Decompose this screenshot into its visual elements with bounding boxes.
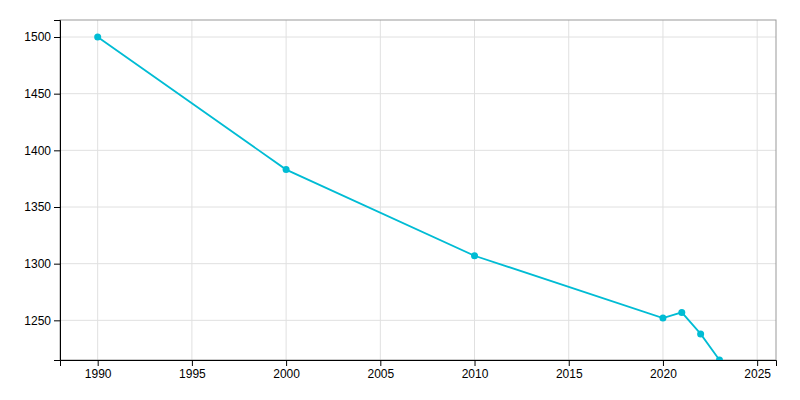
grid-line-x	[286, 20, 287, 360]
point	[716, 357, 723, 361]
grid-line-x	[568, 20, 569, 360]
tick: 1250	[24, 314, 60, 328]
y-axis: 1250 1300 1350 1400 1450 1500	[24, 21, 60, 361]
plot: 1990 1995 2000 2005 2010 2015 2020 2025 1250 1300…	[24, 20, 776, 381]
grid-line-y	[60, 150, 776, 151]
grid-line-x	[191, 20, 192, 360]
grid-line-x	[474, 20, 475, 360]
tick: 1450	[24, 87, 60, 101]
tick: 2015	[556, 360, 583, 381]
tick-mark	[54, 150, 60, 151]
point	[94, 34, 101, 41]
tick: 1500	[24, 30, 60, 44]
tick-mark	[380, 360, 381, 366]
chart-container: 1990 1995 2000 2005 2010 2015 2020 2025 1250 1300…	[0, 0, 800, 400]
tick: 2010	[462, 360, 489, 381]
grid-line-x	[380, 20, 381, 360]
tick-label: 1450	[24, 87, 51, 101]
tick-label: 1350	[24, 200, 51, 214]
grid	[60, 20, 776, 360]
grid-line-x	[97, 20, 98, 360]
point	[659, 315, 666, 322]
line	[98, 37, 720, 360]
point	[678, 309, 685, 316]
tick-mark	[54, 94, 60, 95]
tick-label: 2020	[650, 367, 677, 381]
tick: 1350	[24, 200, 60, 214]
tick-mark	[663, 360, 664, 366]
tick-label: 1990	[85, 367, 112, 381]
tick-mark	[192, 360, 193, 366]
grid-line-y	[60, 320, 776, 321]
tick-mark	[286, 360, 287, 366]
tick: 1300	[24, 257, 60, 271]
grid-line-y	[60, 207, 776, 208]
tick: 2025	[744, 360, 771, 381]
tick: 2020	[650, 360, 677, 381]
tick-label: 2025	[744, 367, 771, 381]
x-axis: 1990 1995 2000 2005 2010 2015 2020 2025	[61, 360, 777, 381]
tick: 1995	[179, 360, 206, 381]
grid-line-x	[757, 20, 758, 360]
tick-mark	[54, 264, 60, 265]
grid-line-y	[60, 37, 776, 38]
axis-line	[54, 21, 61, 361]
tick: 2000	[273, 360, 300, 381]
tick-label: 2015	[556, 367, 583, 381]
tick-label: 1400	[24, 144, 51, 158]
grid-line-y	[60, 93, 776, 94]
tick-label: 1995	[179, 367, 206, 381]
tick-mark	[54, 207, 60, 208]
tick-mark	[54, 37, 60, 38]
tick: 1990	[85, 360, 112, 381]
series	[94, 34, 723, 361]
tick-label: 2000	[273, 367, 300, 381]
tick-label: 1300	[24, 257, 51, 271]
grid-line-x	[662, 20, 663, 360]
tick-mark	[475, 360, 476, 366]
chart-svg: 1990 1995 2000 2005 2010 2015 2020 2025 1250 1300…	[0, 0, 800, 400]
tick-label: 1250	[24, 314, 51, 328]
point	[471, 252, 478, 259]
grid-line-y	[60, 263, 776, 264]
tick-label: 1500	[24, 30, 51, 44]
tick-label: 2005	[367, 367, 394, 381]
tick-mark	[569, 360, 570, 366]
tick-label: 2010	[462, 367, 489, 381]
tick-mark	[98, 360, 99, 366]
plot-frame	[60, 20, 776, 360]
axis-line	[61, 361, 777, 367]
point	[697, 330, 704, 337]
tick-mark	[757, 360, 758, 366]
tick-mark	[54, 320, 60, 321]
point	[283, 166, 290, 173]
tick: 2005	[367, 360, 394, 381]
tick: 1400	[24, 144, 60, 158]
